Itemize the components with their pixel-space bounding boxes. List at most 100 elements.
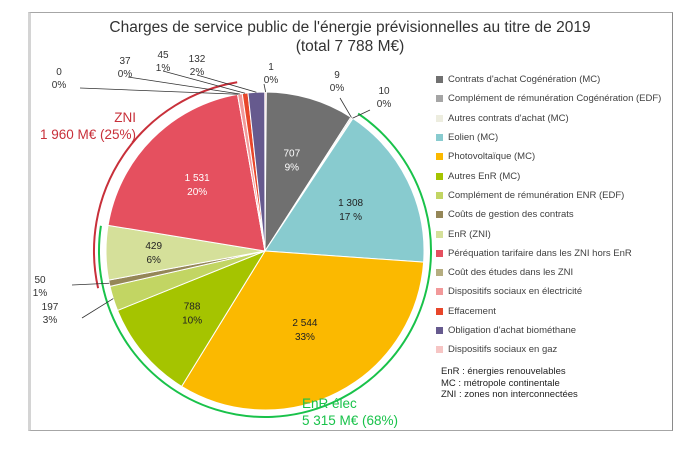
leader-line — [263, 83, 267, 93]
leader-line — [127, 76, 240, 95]
legend-item-contrats-d-achat-cogeneration-mc: Contrats d'achat Cogénération (MC) — [436, 70, 661, 89]
data-label-percent: 0% — [330, 83, 345, 94]
note-zni: ZNI : zones non interconnectées — [441, 389, 578, 400]
data-label-value: 788 — [184, 302, 201, 313]
legend-item-autres-contrats-d-achat-mc: Autres contrats d'achat (MC) — [436, 109, 661, 128]
legend-label: Complément de rémunération ENR (EDF) — [448, 189, 625, 201]
data-label-percent: 33% — [295, 332, 315, 343]
legend-swatch — [436, 76, 443, 84]
data-label-value: 45 — [157, 50, 169, 61]
data-label-percent: 2% — [190, 67, 205, 78]
legend-item-couts-de-gestion-des-contrats: Coûts de gestion des contrats — [436, 205, 661, 224]
leader-line — [352, 109, 371, 119]
legend-swatch — [436, 269, 443, 277]
leader-line — [196, 74, 257, 93]
notes: EnR : énergies renouvelables MC : métrop… — [441, 366, 578, 401]
legend-swatch — [436, 288, 443, 296]
data-label-value: 429 — [145, 241, 162, 252]
legend-label: Autres contrats d'achat (MC) — [448, 112, 569, 124]
legend-swatch — [436, 346, 443, 354]
data-label-value: 9 — [334, 70, 340, 81]
legend-label: Dispositifs sociaux en électricité — [448, 286, 583, 298]
data-label-value: 132 — [189, 54, 206, 65]
note-mc: MC : métropole continentale — [441, 377, 560, 389]
data-label-percent: 3% — [43, 315, 58, 326]
legend-swatch — [436, 114, 443, 122]
slice-autres-enr-mc — [116, 249, 267, 388]
legend-label: Coûts de gestion des contrats — [448, 209, 574, 221]
legend-item-dispositifs-sociaux-en-gaz: Dispositifs sociaux en gaz — [436, 340, 661, 359]
legend-item-cout-des-etudes-dans-les-zni: Coût des études dans les ZNI — [436, 263, 661, 282]
slice-perequation-tarifaire-dans-les-zni-hors-enr — [107, 93, 266, 252]
leader-line — [71, 282, 110, 286]
legend-label: Effacement — [448, 305, 496, 317]
legend-label: Dispositifs sociaux en gaz — [448, 344, 558, 356]
data-label-value: 197 — [42, 302, 59, 313]
slice-dispositifs-sociaux-en-gaz — [264, 91, 267, 252]
legend-label: Obligation d'achat biométhane — [448, 325, 577, 336]
leader-line — [339, 97, 352, 118]
data-label-value: 10 — [378, 86, 390, 97]
legend-item-obligation-d-achat-biomethane: Obligation d'achat biométhane — [436, 321, 661, 340]
legend-item-dispositifs-sociaux-en-electricite: Dispositifs sociaux en électricité — [436, 282, 661, 301]
leader-line — [79, 87, 239, 95]
legend-swatch — [436, 153, 443, 161]
legend-label: Complément de rémunération Cogénération … — [448, 93, 662, 105]
data-label-value: 1 308 — [338, 198, 363, 209]
legend-swatch — [436, 191, 443, 199]
note-enr: EnR : énergies renouvelables — [441, 366, 566, 377]
legend-swatch — [436, 327, 443, 334]
data-label-percent: 0% — [377, 99, 392, 110]
group-label-zni-total: 1 960 M€ (25%) — [40, 127, 136, 142]
legend-item-photovoltaique-mc: Photovoltaïque (MC) — [436, 147, 661, 166]
data-label-percent: 0% — [118, 69, 133, 80]
chart-title-line: Charges de service public de l'énergie p… — [109, 19, 591, 36]
legend-item-perequation-tarifaire-dans-les-zni-hors-enr: Péréquation tarifaire dans les ZNI hors … — [436, 244, 661, 263]
data-label-value: 707 — [283, 148, 300, 159]
legend-swatch — [436, 249, 443, 257]
data-label-percent: 0% — [264, 75, 279, 86]
data-label-percent: 17 % — [339, 212, 362, 223]
data-label-percent: 0% — [52, 80, 67, 91]
legend-label: Eolien (MC) — [448, 132, 499, 144]
data-label-value: 37 — [119, 56, 131, 67]
slice-photovoltaique-mc — [180, 250, 425, 411]
legend-label: EnR (ZNI) — [448, 228, 491, 240]
data-label-percent: 1% — [156, 63, 171, 74]
data-label-percent: 1% — [33, 288, 48, 299]
data-label-value: 0 — [56, 67, 62, 78]
data-label-percent: 9% — [285, 162, 300, 173]
chart-title: Charges de service public de l'énergie p… — [100, 18, 600, 56]
group-label-zni-name: ZNI — [114, 110, 136, 125]
legend-swatch — [436, 134, 443, 142]
legend-item-effacement: Effacement — [436, 302, 661, 321]
legend-item-complement-de-remuneration-cogeneration-edf: Complément de rémunération Cogénération … — [436, 89, 661, 108]
chart-subtitle: (total 7 788 M€) — [295, 38, 405, 55]
data-label-value: 50 — [34, 275, 46, 286]
slice-eolien-mc — [264, 117, 425, 263]
legend-label: Photovoltaïque (MC) — [448, 151, 536, 163]
data-label-value: 1 — [268, 62, 274, 73]
legend-label: Coût des études dans les ZNI — [448, 267, 574, 279]
leader-line — [162, 70, 246, 94]
legend-swatch — [436, 172, 443, 180]
data-label-percent: 10% — [182, 316, 202, 327]
legend-swatch — [436, 211, 443, 219]
legend-label: Autres EnR (MC) — [448, 170, 521, 182]
legend-swatch — [436, 230, 443, 238]
data-label-percent: 20% — [187, 187, 207, 198]
legend-label: Péréquation tarifaire dans les ZNI hors … — [448, 247, 632, 259]
group-arc-enr-elec — [98, 112, 432, 418]
legend-item-enr-zni: EnR (ZNI) — [436, 224, 661, 243]
legend: Contrats d'achat Cogénération (MC) Complé… — [436, 70, 661, 359]
group-label-enr-elec-total: 5 315 M€ (68%) — [302, 413, 398, 428]
group-label-enr-elec-name: EnR élec — [302, 396, 357, 411]
legend-item-eolien-mc: Eolien (MC) — [436, 128, 661, 147]
legend-item-complement-de-remuneration-enr-edf: Complément de rémunération ENR (EDF) — [436, 186, 661, 205]
legend-item-autres-enr-mc: Autres EnR (MC) — [436, 166, 661, 185]
legend-swatch — [436, 95, 443, 103]
leader-line — [81, 298, 114, 319]
data-label-value: 2 544 — [292, 318, 317, 329]
legend-label: Contrats d'achat Cogénération (MC) — [448, 74, 601, 86]
